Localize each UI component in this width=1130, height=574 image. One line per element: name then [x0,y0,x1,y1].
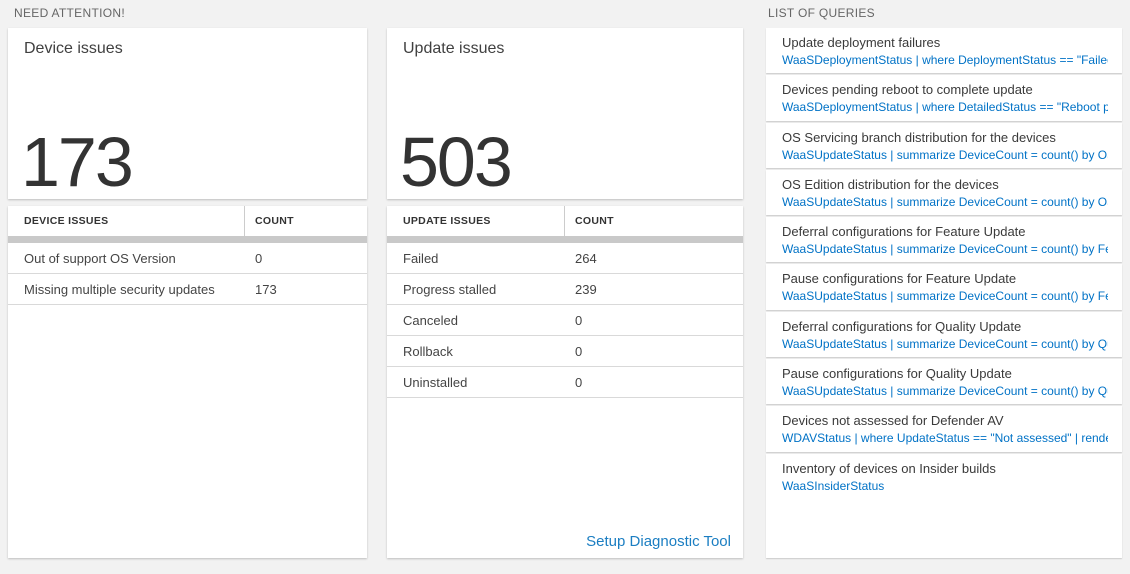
issue-count: 0 [575,312,583,328]
table-row[interactable]: Rollback 0 [387,336,743,367]
device-issues-title: Device issues [24,40,123,57]
issue-count: 0 [575,374,583,390]
issue-count: 264 [575,250,597,266]
query-list: Update deployment failures WaaSDeploymen… [766,28,1122,558]
issue-label: Canceled [403,312,458,328]
issue-count: 173 [255,281,277,297]
table-row[interactable]: Missing multiple security updates 173 [8,274,367,305]
issue-label: Uninstalled [403,374,468,390]
query-title: Pause configurations for Feature Update [782,271,1017,287]
issue-count: 239 [575,281,597,297]
horizontal-scrollbar[interactable] [8,236,367,243]
query-title: OS Servicing branch distribution for the… [782,129,1056,145]
issue-label: Failed [403,250,439,266]
table-row[interactable]: Progress stalled 239 [387,274,743,305]
table-row[interactable]: Canceled 0 [387,305,743,336]
query-text[interactable]: WaaSUpdateStatus | summarize DeviceCount… [782,289,1108,304]
table-row[interactable]: Out of support OS Version 0 [8,243,367,274]
update-issues-table-header: UPDATE ISSUES COUNT [387,206,743,236]
query-item[interactable]: Pause configurations for Feature Update … [766,264,1122,310]
query-title: Deferral configurations for Feature Upda… [782,224,1026,240]
device-issues-count: 173 [21,123,134,201]
setup-diagnostic-tool-link[interactable]: Setup Diagnostic Tool [586,533,731,550]
query-item[interactable]: Devices not assessed for Defender AV WDA… [766,406,1122,452]
query-title: Inventory of devices on Insider builds [782,460,996,476]
device-issues-table-header: DEVICE ISSUES COUNT [8,206,367,236]
update-issues-column-header: UPDATE ISSUES [387,206,565,236]
device-issues-column-header: DEVICE ISSUES [8,206,245,236]
query-item[interactable]: Deferral configurations for Feature Upda… [766,217,1122,263]
update-issues-title: Update issues [403,40,505,57]
issue-count: 0 [255,250,263,266]
query-title: Devices pending reboot to complete updat… [782,82,1033,98]
query-title: Deferral configurations for Quality Upda… [782,318,1022,334]
issue-label: Rollback [403,343,453,359]
table-row[interactable]: Uninstalled 0 [387,367,743,398]
update-issues-count: 503 [400,123,513,201]
query-item[interactable]: Deferral configurations for Quality Upda… [766,311,1122,358]
query-text[interactable]: WaaSUpdateStatus | summarize DeviceCount… [782,336,1108,351]
query-text[interactable]: WaaSUpdateStatus | summarize DeviceCount… [782,242,1108,257]
horizontal-scrollbar[interactable] [387,236,743,243]
issue-label: Missing multiple security updates [24,281,215,297]
query-item[interactable]: Pause configurations for Quality Update … [766,359,1122,405]
device-issues-table: DEVICE ISSUES COUNT Out of support OS Ve… [8,206,367,558]
issue-label: Progress stalled [403,281,497,297]
query-item[interactable]: Update deployment failures WaaSDeploymen… [766,28,1122,74]
device-issues-tile[interactable]: Device issues 173 [8,28,367,199]
query-text[interactable]: WaaSDeploymentStatus | where DeploymentS… [782,53,1108,67]
query-text[interactable]: WaaSUpdateStatus | summarize DeviceCount… [782,384,1108,399]
update-issues-tile[interactable]: Update issues 503 [387,28,743,199]
query-item[interactable]: OS Servicing branch distribution for the… [766,122,1122,168]
query-text[interactable]: WaaSDeploymentStatus | where DetailedSta… [782,100,1108,115]
query-title: OS Edition distribution for the devices [782,176,999,192]
query-text[interactable]: WaaSUpdateStatus | summarize DeviceCount… [782,147,1108,162]
query-item[interactable]: OS Edition distribution for the devices … [766,169,1122,216]
issue-label: Out of support OS Version [24,250,176,266]
update-count-column-header: COUNT [575,215,614,227]
query-item[interactable]: Inventory of devices on Insider builds W… [766,453,1122,558]
table-row[interactable]: Failed 264 [387,243,743,274]
query-text[interactable]: WDAVStatus | where UpdateStatus == "Not … [782,431,1108,446]
query-text[interactable]: WaaSInsiderStatus [782,478,885,493]
list-of-queries-section-label: LIST OF QUERIES [768,6,875,20]
query-title: Update deployment failures [782,35,941,50]
need-attention-section-label: NEED ATTENTION! [14,6,125,20]
update-issues-table: UPDATE ISSUES COUNT Failed 264 Progress … [387,206,743,558]
device-count-column-header: COUNT [255,215,294,227]
query-title: Pause configurations for Quality Update [782,366,1012,382]
issue-count: 0 [575,343,583,359]
query-text[interactable]: WaaSUpdateStatus | summarize DeviceCount… [782,194,1108,209]
query-title: Devices not assessed for Defender AV [782,413,1004,429]
query-item[interactable]: Devices pending reboot to complete updat… [766,75,1122,121]
